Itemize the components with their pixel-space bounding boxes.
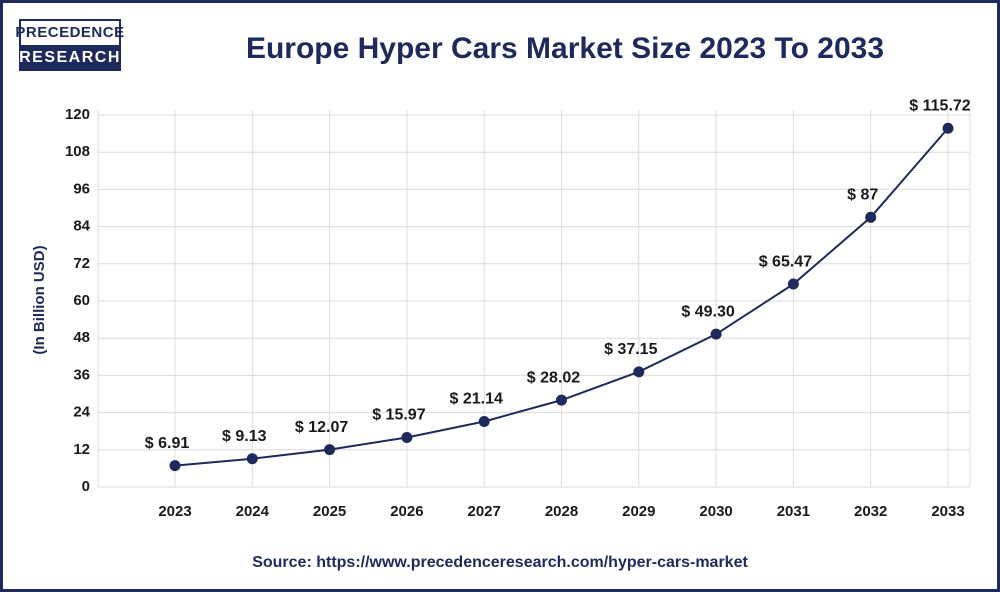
x-tick-label: 2026 [390, 503, 423, 520]
logo-text: RESEARCH [19, 49, 121, 66]
point [169, 460, 181, 472]
x-tick-label: 2023 [158, 503, 191, 520]
x-tick-label: 2030 [699, 503, 732, 520]
x-tick-label: 2027 [468, 503, 501, 520]
logo: PRECEDENCE RESEARCH [15, 19, 124, 71]
y-tick-label: 120 [65, 106, 90, 123]
data-label: $ 6.91 [145, 435, 190, 452]
y-tick-label: 84 [73, 218, 90, 235]
y-tick-label: 36 [73, 366, 90, 383]
data-label: $ 21.14 [450, 391, 503, 408]
point [865, 211, 877, 223]
point [710, 328, 722, 340]
data-label: $ 49.30 [681, 303, 734, 320]
y-tick-label: 96 [73, 180, 90, 197]
y-axis-label: (In Billion USD) [31, 245, 48, 354]
point [787, 278, 799, 290]
chart-title: Europe Hyper Cars Market Size 2023 To 20… [246, 32, 884, 65]
data-label: $ 28.02 [527, 369, 580, 386]
point [401, 431, 413, 443]
data-label: $ 9.13 [222, 428, 267, 445]
point [942, 122, 954, 134]
x-tick-label: 2033 [931, 503, 964, 520]
y-tick-label: 108 [65, 143, 90, 160]
point [633, 366, 645, 378]
y-tick-label: 48 [73, 329, 90, 346]
y-tick-label: 24 [73, 404, 90, 421]
point [324, 444, 336, 456]
data-label: $ 12.07 [295, 419, 348, 436]
point [556, 394, 567, 406]
x-tick-label: 2024 [236, 503, 270, 520]
source: Source: https://www.precedenceresearch.c… [252, 554, 748, 571]
y-tick-label: 12 [73, 441, 90, 458]
x-tick-label: 2032 [854, 503, 887, 520]
y-tick-label: 72 [73, 255, 90, 272]
x-tick-label: 2025 [313, 503, 346, 520]
data-label: $ 37.15 [604, 341, 657, 358]
data-label: $ 65.47 [759, 253, 812, 270]
x-tick-label: 2031 [777, 503, 810, 520]
x-tick-label: 2028 [545, 503, 578, 520]
y-tick-label: 0 [82, 478, 90, 495]
logo-band [20, 45, 120, 70]
data-label: $ 115.72 [909, 97, 971, 114]
point [246, 453, 258, 465]
x-tick-label: 2029 [622, 503, 655, 520]
data-label: $ 15.97 [372, 407, 425, 424]
data-label: $ 87 [847, 187, 878, 204]
logo-text: PRECEDENCE [15, 24, 124, 41]
point [478, 415, 490, 427]
y-tick-label: 60 [73, 292, 90, 309]
